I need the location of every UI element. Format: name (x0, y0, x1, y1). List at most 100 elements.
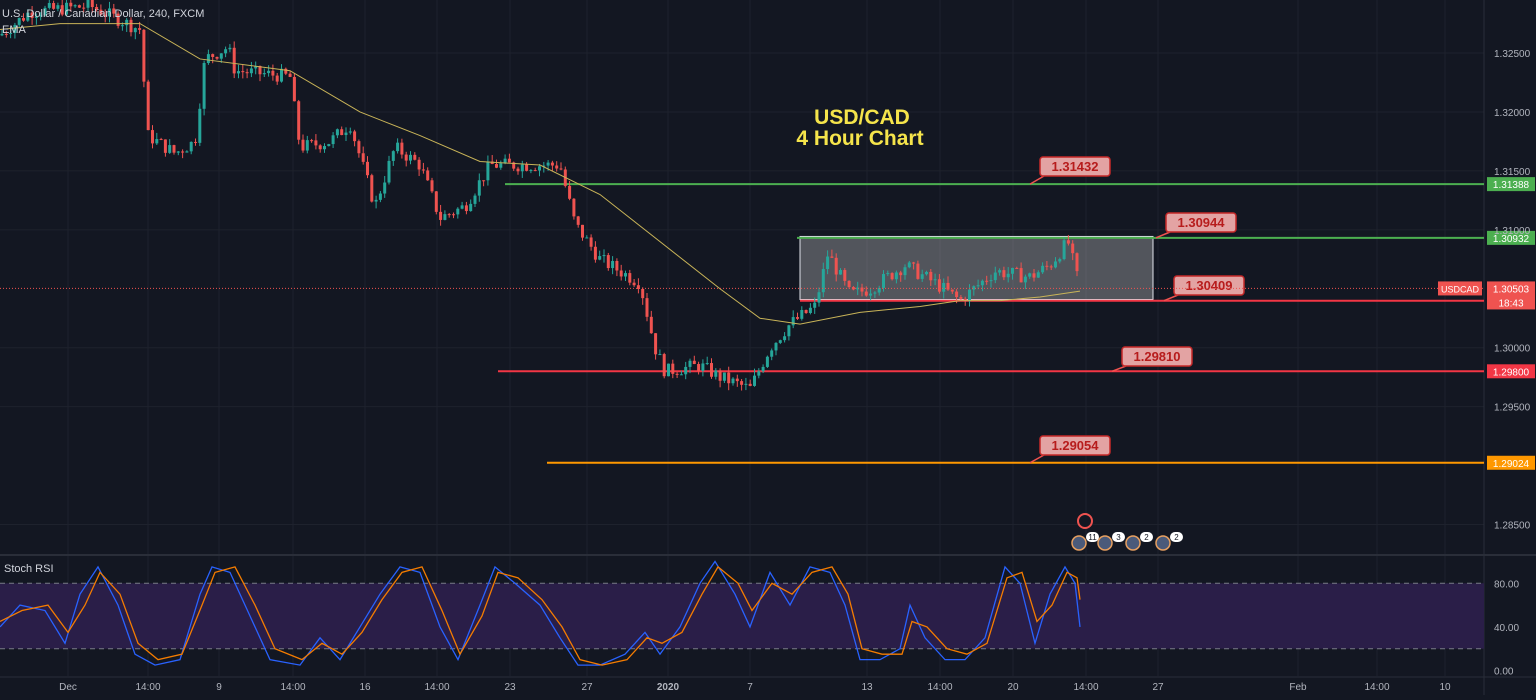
candle-body (804, 310, 808, 314)
candle-body (116, 13, 120, 26)
candle-body (765, 356, 769, 367)
candle-body (26, 12, 30, 21)
candle-body (456, 208, 460, 215)
candle-body (288, 73, 292, 77)
candle-body (778, 340, 782, 343)
candle-body (52, 3, 56, 9)
level-axis-value: 1.29024 (1493, 459, 1530, 470)
candle-body (120, 25, 124, 27)
candle-body (292, 76, 296, 102)
candle-body (434, 191, 438, 212)
candle-body (331, 135, 335, 145)
candle-body (654, 333, 658, 355)
candle-body (77, 5, 81, 8)
candle-body (4, 33, 8, 35)
candle-body (998, 270, 1002, 273)
event-count: 11 (1088, 533, 1097, 542)
candle-body (860, 287, 864, 292)
time-tick-label: 10 (1439, 682, 1451, 693)
candle-body (559, 168, 563, 170)
candle-body (249, 68, 253, 74)
candle-body (421, 169, 425, 171)
time-tick-label: 23 (504, 682, 516, 693)
candle-body (937, 279, 941, 292)
candle-body (473, 195, 477, 204)
ema-indicator-label: EMA (2, 24, 26, 36)
candle-body (619, 270, 623, 277)
candle-body (864, 291, 868, 296)
event-count-pill (1086, 532, 1099, 542)
candle-body (353, 131, 357, 142)
candle-body (757, 371, 761, 376)
candle-body (516, 168, 520, 172)
event-count: 2 (1174, 533, 1179, 542)
candle-body (82, 7, 86, 9)
candle-body (912, 262, 916, 264)
time-tick-label: 14:00 (1073, 682, 1098, 693)
time-tick-label: 27 (1152, 682, 1164, 693)
candle-body (215, 56, 219, 59)
candle-body (495, 164, 498, 168)
candle-body (1006, 273, 1010, 278)
candle-body (787, 325, 791, 337)
price-tick-label: 1.28500 (1494, 521, 1531, 532)
level-callout-label: 1.29054 (1052, 438, 1100, 453)
time-tick-label: 14:00 (927, 682, 952, 693)
candle-body (482, 180, 486, 182)
candle-body (9, 32, 13, 35)
candle-body (916, 263, 920, 279)
level-callout-box (1121, 346, 1193, 367)
candle-body (628, 273, 632, 283)
event-flag-icon (1071, 535, 1087, 551)
candle-body (267, 70, 271, 74)
level-callout-box (1173, 275, 1245, 296)
level-callout-pointer (1111, 365, 1127, 372)
event-count: 2 (1144, 533, 1149, 542)
candle-body (224, 49, 228, 54)
candle-body (314, 140, 318, 146)
candle-body (649, 316, 653, 334)
candle-body (168, 145, 172, 153)
candle-body (907, 262, 911, 268)
candle-body (976, 285, 980, 287)
candle-body (869, 293, 873, 296)
candle-body (22, 18, 25, 21)
candle-body (821, 269, 825, 293)
candle-body (679, 374, 683, 376)
candle-body (808, 307, 812, 314)
candle-body (503, 158, 507, 164)
candle-body (1066, 240, 1070, 244)
current-price-tag (1487, 281, 1535, 310)
candle-body (963, 298, 967, 302)
candle-body (1015, 267, 1019, 269)
candle-body (305, 140, 309, 151)
candle-body (899, 272, 903, 276)
candle-body (873, 292, 877, 294)
candle-body (662, 354, 666, 377)
price-tick-label: 1.30000 (1494, 344, 1531, 355)
candle-body (525, 164, 529, 171)
candle-body (783, 336, 787, 341)
candle-body (163, 139, 167, 153)
candle-body (361, 153, 365, 162)
candle-body (671, 363, 675, 374)
candle-body (284, 68, 288, 74)
candle-body (882, 274, 885, 288)
candle-body (735, 378, 739, 382)
candle-body (847, 280, 851, 288)
candle-body (176, 151, 180, 153)
rsi-tick-label: 80.00 (1494, 579, 1519, 590)
candle-body (310, 140, 314, 142)
candle-body (327, 144, 331, 147)
event-badges (1071, 513, 1183, 551)
candle-body (172, 145, 176, 153)
chart-title: USD/CAD (814, 106, 910, 129)
candle-body (417, 159, 421, 170)
candle-body (443, 214, 447, 220)
candle-body (727, 372, 731, 384)
candle-body (340, 129, 344, 136)
level-axis-value: 1.31388 (1493, 180, 1530, 191)
candle-body (886, 273, 890, 275)
